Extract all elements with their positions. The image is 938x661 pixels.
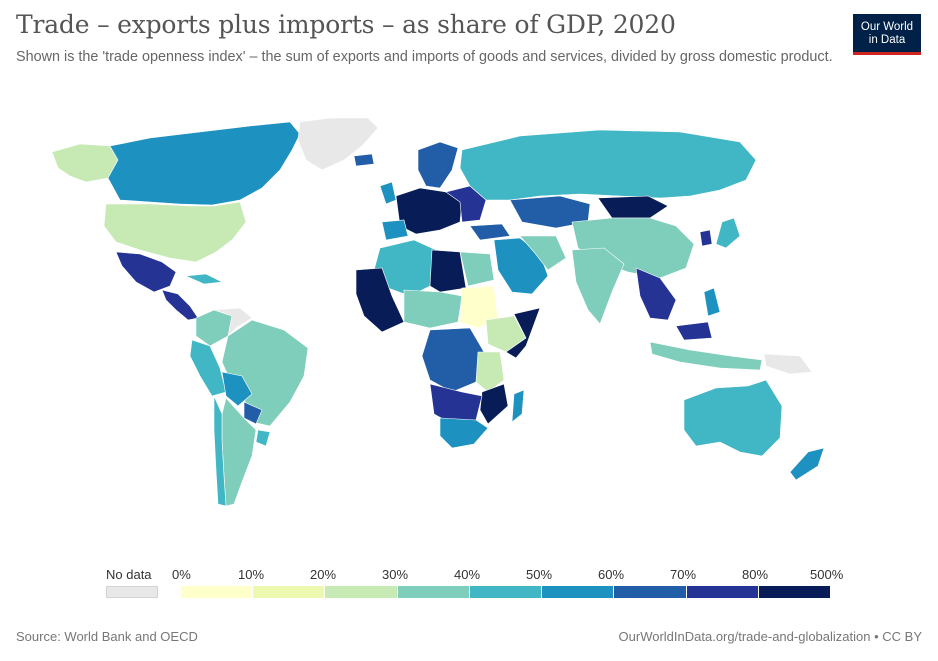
country-paraguay[interactable] xyxy=(243,401,263,425)
legend-color-swatch[interactable] xyxy=(758,586,830,598)
country-papua-new-guinea[interactable] xyxy=(763,353,813,375)
legend-color-scale xyxy=(181,586,830,598)
logo-line-2: in Data xyxy=(868,34,906,46)
legend-color-swatch[interactable] xyxy=(686,586,759,598)
country-venezuela[interactable] xyxy=(213,307,253,337)
country-bolivia[interactable] xyxy=(221,371,253,407)
legend-color-swatch[interactable] xyxy=(614,586,687,598)
legend-color-swatch[interactable] xyxy=(325,586,398,598)
country-east-africa[interactable] xyxy=(475,351,505,393)
country-usa[interactable] xyxy=(103,201,247,263)
logo-line-1: Our World xyxy=(860,21,914,33)
country-mozambique[interactable] xyxy=(479,383,509,425)
country-central-america[interactable] xyxy=(161,289,199,321)
legend-tick-label: 10% xyxy=(238,567,265,582)
legend-tick-label: 50% xyxy=(526,567,553,582)
owid-logo[interactable]: Our World in Data xyxy=(853,14,921,55)
legend-no-data-swatch xyxy=(106,586,158,598)
country-uruguay[interactable] xyxy=(255,429,271,447)
legend-color-swatch[interactable] xyxy=(542,586,615,598)
country-libya[interactable] xyxy=(429,249,467,293)
legend-no-data-label: No data xyxy=(106,567,152,582)
legend-tick-label: 20% xyxy=(310,567,337,582)
country-cuba[interactable] xyxy=(184,273,224,285)
country-iceland[interactable] xyxy=(353,153,375,167)
country-philippines[interactable] xyxy=(703,287,721,317)
country-malaysia[interactable] xyxy=(675,321,713,341)
country-west-africa[interactable] xyxy=(355,267,405,333)
country-greenland[interactable] xyxy=(297,117,379,171)
chart-subtitle: Shown is the 'trade openness index' – th… xyxy=(16,49,833,65)
country-alaska[interactable] xyxy=(51,143,119,183)
country-southeast-asia[interactable] xyxy=(635,267,677,321)
chart-title: Trade – exports plus imports – as share … xyxy=(16,10,676,39)
legend-tick-label: 500% xyxy=(810,567,844,582)
country-spain[interactable] xyxy=(381,219,409,241)
country-south-africa[interactable] xyxy=(439,417,489,449)
legend-color-swatch[interactable] xyxy=(397,586,470,598)
country-egypt[interactable] xyxy=(459,251,495,287)
country-uk[interactable] xyxy=(379,181,397,205)
country-mongolia[interactable] xyxy=(597,195,669,219)
legend-tick-label: 60% xyxy=(598,567,625,582)
legend-color-swatch[interactable] xyxy=(469,586,543,598)
legend-color-swatch[interactable] xyxy=(181,586,254,598)
country-somalia[interactable] xyxy=(505,307,541,359)
country-madagascar[interactable] xyxy=(511,389,525,423)
country-india[interactable] xyxy=(571,247,625,325)
country-indonesia[interactable] xyxy=(649,341,763,371)
legend-tick-label: 70% xyxy=(670,567,697,582)
legend-color-swatch[interactable] xyxy=(253,586,326,598)
source-note: Source: World Bank and OECD xyxy=(16,629,198,644)
source-link[interactable]: OurWorldInData.org/trade-and-globalizati… xyxy=(618,629,922,644)
country-australia[interactable] xyxy=(683,379,783,457)
country-new-zealand[interactable] xyxy=(789,447,825,481)
legend-tick-label: 0% xyxy=(172,567,191,582)
country-turkey[interactable] xyxy=(469,223,511,241)
country-korea[interactable] xyxy=(699,229,713,247)
country-russia[interactable] xyxy=(459,129,757,201)
country-japan[interactable] xyxy=(715,217,741,249)
country-congo[interactable] xyxy=(421,327,485,393)
country-canada[interactable] xyxy=(107,121,301,206)
country-chile[interactable] xyxy=(213,395,227,507)
country-scandinavia[interactable] xyxy=(417,141,459,189)
legend-tick-label: 80% xyxy=(742,567,769,582)
country-mexico[interactable] xyxy=(115,251,177,293)
country-niger-chad[interactable] xyxy=(403,289,463,329)
legend-tick-label: 30% xyxy=(382,567,409,582)
world-map xyxy=(51,117,825,507)
country-iran[interactable] xyxy=(519,235,567,271)
country-colombia[interactable] xyxy=(195,309,233,347)
country-peru[interactable] xyxy=(189,339,227,397)
legend-tick-label: 40% xyxy=(454,567,481,582)
